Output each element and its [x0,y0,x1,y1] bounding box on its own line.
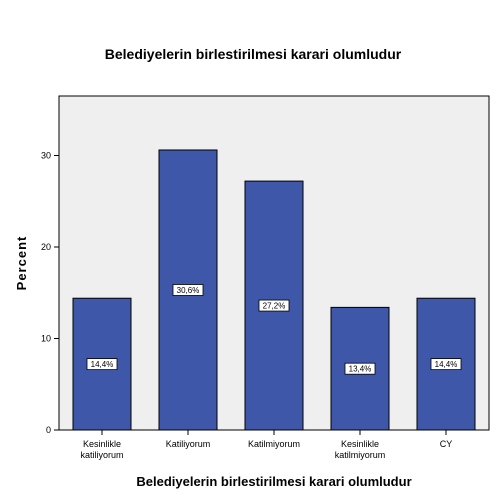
data-labels-group: 14,4% 30,6% 27,2% 13,4% 14,4% [86,284,462,375]
data-label-box [86,358,118,371]
data-label: 30,6% [177,286,200,295]
x-axis-title: Belediyelerin birlestirilmesi karari olu… [136,474,411,489]
x-axis: Kesinlikle katiliyorum Katiliyorum Katilmiy… [80,430,452,460]
y-tick-label: 0 [46,425,51,435]
data-label: 13,4% [349,365,372,374]
data-label-box [344,362,376,375]
data-label-box [172,284,204,296]
x-tick-label: Katiliyorum [166,439,211,449]
data-label: 14,4% [91,360,114,369]
x-tick-label: Kesinlikle katiliyorum [80,439,123,460]
data-label-box [430,358,462,371]
data-label: 14,4% [435,360,458,369]
x-tick-label: Kesinlikle katilmiyorum [335,439,386,460]
y-tick-label: 20 [41,242,51,252]
y-tick-label: 10 [41,333,51,343]
y-axis: 0 10 20 30 [41,150,59,435]
y-tick-label: 30 [41,150,51,160]
x-tick-label: Katilmiyorum [248,439,300,449]
chart-title: Belediyelerin birlestirilmesi karari olu… [105,46,402,62]
y-axis-title: Percent [14,236,29,291]
x-tick-label: CY [440,439,453,449]
data-label-box [258,299,290,312]
data-label: 27,2% [263,302,286,311]
